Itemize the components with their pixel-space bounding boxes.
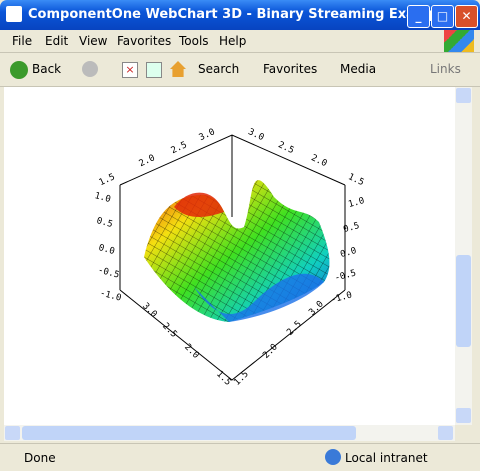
windows-logo (444, 30, 474, 52)
axis-tick-label: 2.0 (138, 153, 157, 169)
axis-tick-label: 0.0 (339, 246, 357, 260)
axis-tick-label: 1.5 (214, 369, 233, 388)
minimize-button[interactable]: _ (407, 5, 430, 28)
maximize-button[interactable]: □ (431, 5, 454, 28)
chart-3d: 1.5 2.0 2.5 3.0 3.0 2.5 2.0 1.5 1.0 0.5 0.0 -0.5 -1.… (93, 127, 365, 388)
favorites-button[interactable]: Favorites (263, 62, 318, 76)
back-icon (10, 61, 28, 79)
scroll-thumb[interactable] (456, 255, 471, 347)
menu-item[interactable]: Tools (179, 34, 209, 48)
status-bar: Done Local intranet (0, 443, 480, 471)
scroll-left[interactable] (5, 426, 20, 440)
forward-button[interactable] (82, 61, 98, 77)
cube-edges (119, 134, 346, 381)
axis-tick-label: 3.0 (246, 127, 265, 143)
status-text: Done (24, 451, 56, 465)
menu-item[interactable]: File (12, 34, 33, 48)
scroll-down[interactable] (456, 408, 471, 423)
links-button[interactable]: Links (430, 62, 461, 76)
axis-tick-label: 2.0 (309, 153, 328, 169)
media-button[interactable]: Media (340, 62, 377, 76)
home-button[interactable] (170, 61, 186, 77)
search-button[interactable]: Search (198, 62, 240, 76)
menu-item[interactable]: Edit (45, 34, 69, 48)
menu-bar: File Edit View Favorites Tools Help (0, 30, 480, 53)
axis-tick-label: 3.0 (198, 127, 217, 143)
axis-tick-label: 0.5 (95, 216, 113, 230)
scroll-right[interactable] (438, 426, 453, 440)
zone-icon (325, 449, 341, 465)
vertical-scrollbar[interactable] (455, 87, 472, 425)
axis-tick-label: 1.0 (93, 191, 111, 205)
stop-button[interactable]: × (122, 62, 138, 78)
axis-tick-label: 3.0 (307, 299, 326, 318)
page-content: 1.5 2.0 2.5 3.0 3.0 2.5 2.0 1.5 1.0 0.5 0.0 -0.5 -1.… (4, 87, 455, 425)
axis-tick-label: -0.5 (97, 265, 121, 280)
window-title: ComponentOne WebChart 3D - Binary Stream… (28, 7, 476, 22)
close-button[interactable]: ✕ (455, 5, 478, 28)
axis-tick-label: 1.0 (347, 196, 365, 210)
axis-tick-label: 0.0 (97, 243, 115, 257)
toolbar: Back × Search Favorites Media Links (0, 53, 480, 87)
axis-tick-label: 3.0 (140, 301, 159, 320)
zone-text: Local intranet (345, 451, 428, 465)
axis-tick-label: 2.5 (170, 140, 189, 156)
axis-tick-label: 1.5 (232, 369, 251, 388)
app-icon (6, 6, 22, 22)
scroll-up[interactable] (456, 88, 471, 103)
axis-tick-label: -1.0 (330, 290, 354, 305)
horizontal-scrollbar[interactable] (4, 425, 455, 441)
menu-item[interactable]: Favorites (117, 34, 172, 48)
scroll-thumb[interactable] (22, 426, 356, 440)
cube-frame (119, 134, 346, 381)
axis-tick-label: -1.0 (99, 288, 123, 303)
axis-tick-label: 0.5 (342, 221, 360, 235)
axis-tick-label: 1.5 (346, 172, 365, 188)
axis-tick-label: 2.0 (261, 342, 280, 361)
axis-tick-label: 2.5 (276, 140, 295, 156)
title-bar: ComponentOne WebChart 3D - Binary Stream… (0, 0, 480, 30)
surface (144, 180, 330, 322)
back-button[interactable]: Back (32, 62, 62, 76)
menu-item[interactable]: View (79, 34, 108, 48)
refresh-button[interactable] (146, 62, 162, 78)
axis-tick-label: 1.5 (98, 172, 117, 188)
axis-tick-label: 2.0 (182, 342, 201, 361)
menu-item[interactable]: Help (219, 34, 247, 48)
